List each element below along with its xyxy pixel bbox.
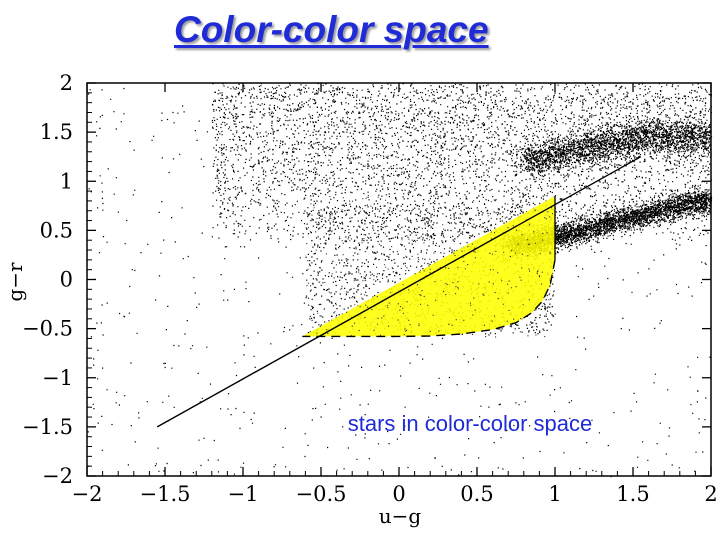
- y-tick-label: −2: [42, 464, 73, 488]
- slide-title: Color-color space: [174, 9, 489, 50]
- x-tick-label: −0.5: [296, 482, 347, 506]
- x-tick-label: −1.5: [140, 482, 191, 506]
- y-tick-label: −0.5: [22, 317, 73, 341]
- y-tick-label: 1.5: [40, 120, 73, 144]
- stars-annotation: stars in color-color space: [348, 411, 593, 436]
- x-tick-label: 0.5: [460, 482, 493, 506]
- y-ticks: 2 1.5 1 0.5 0 −0.5 −1 −1.5 −2: [22, 71, 711, 488]
- x-tick-label: 1: [548, 482, 561, 506]
- y-tick-label: 2: [60, 71, 73, 95]
- y-tick-label: 1: [60, 169, 73, 193]
- selection-region: [302, 194, 556, 338]
- y-tick-label: −1.5: [22, 415, 73, 439]
- y-axis-label: g−r: [3, 262, 27, 302]
- y-tick-label: −1: [42, 366, 73, 390]
- x-ticks: −2 −1.5 −1 −0.5 0 0.5 1 1.5 2: [72, 83, 718, 506]
- x-tick-label: −1: [228, 482, 259, 506]
- cut-line-segment: [156, 156, 642, 428]
- y-tick-label: 0.5: [40, 218, 73, 242]
- x-tick-label: 2: [704, 482, 717, 506]
- region-lower-dashed-edge: [302, 259, 556, 338]
- cut-line: [156, 156, 642, 428]
- x-tick-label: 1.5: [616, 482, 649, 506]
- y-tick-label: 0: [60, 268, 73, 292]
- x-tick-label: −2: [72, 482, 103, 506]
- x-axis-label: u−g: [379, 504, 422, 528]
- x-tick-label: 0: [392, 482, 405, 506]
